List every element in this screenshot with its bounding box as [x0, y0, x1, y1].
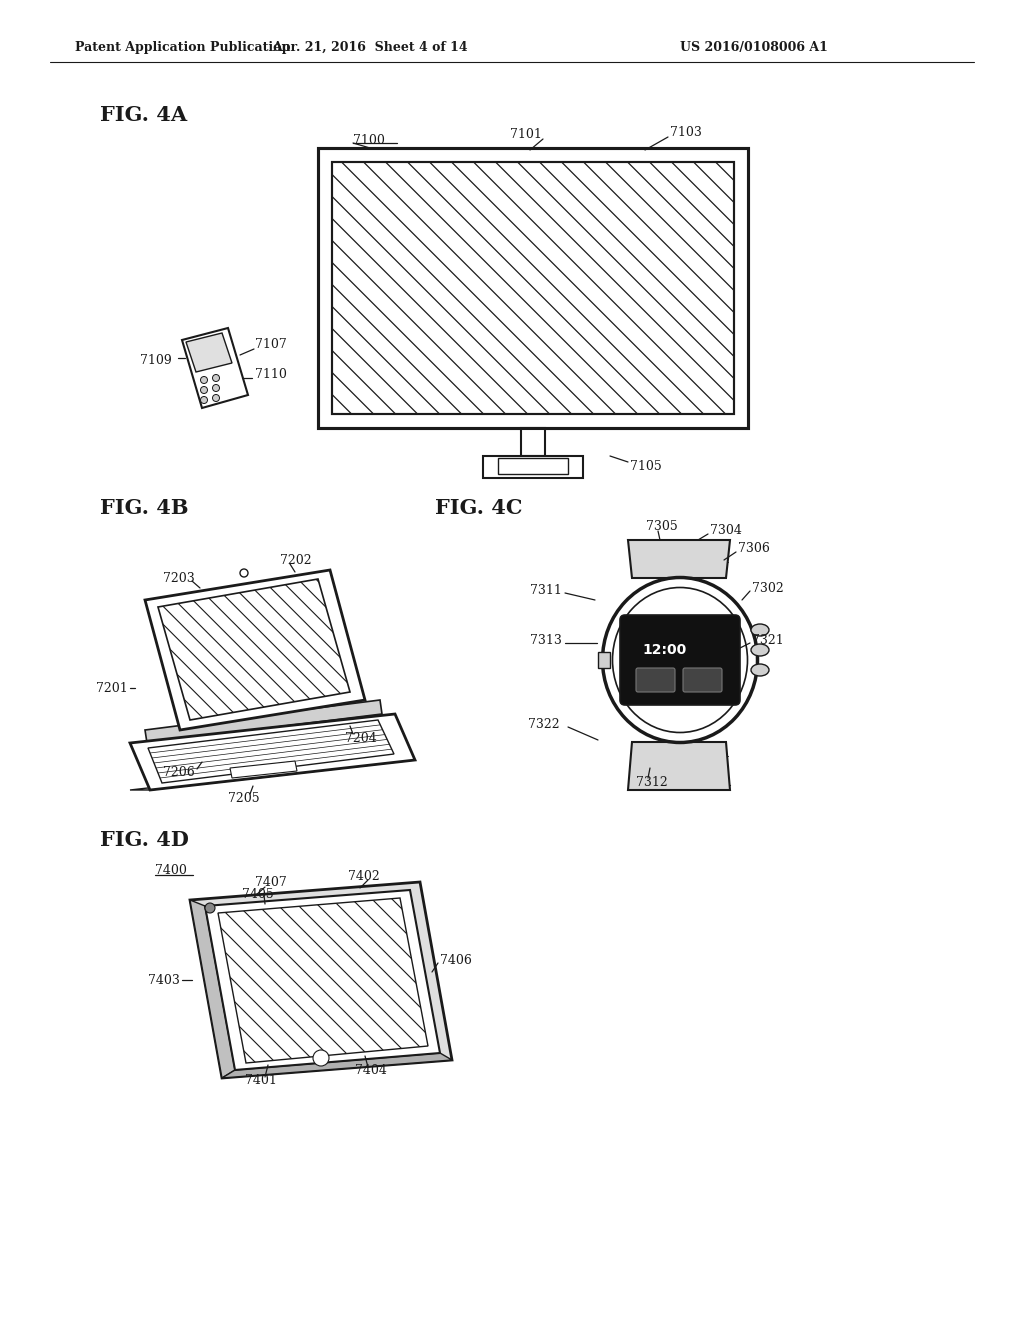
Polygon shape: [222, 1053, 452, 1078]
Text: US 2016/0108006 A1: US 2016/0108006 A1: [680, 41, 827, 54]
Circle shape: [201, 396, 208, 404]
Ellipse shape: [751, 644, 769, 656]
Text: 7105: 7105: [630, 459, 662, 473]
Bar: [318, 148, 748, 428]
Text: 7406: 7406: [440, 953, 472, 966]
Text: 7205: 7205: [228, 792, 260, 804]
Polygon shape: [130, 760, 415, 789]
Text: 7302: 7302: [752, 582, 783, 594]
Text: 7321: 7321: [752, 634, 783, 647]
Text: 7404: 7404: [355, 1064, 387, 1077]
Bar: [332, 162, 734, 414]
Circle shape: [213, 395, 219, 401]
Text: 7403: 7403: [148, 974, 180, 986]
Ellipse shape: [751, 624, 769, 636]
Text: 7401: 7401: [245, 1073, 276, 1086]
Circle shape: [313, 1049, 329, 1067]
Text: FIG. 4B: FIG. 4B: [100, 498, 188, 517]
Polygon shape: [230, 762, 297, 777]
Text: 7100: 7100: [353, 133, 385, 147]
Ellipse shape: [612, 587, 748, 733]
Circle shape: [213, 375, 219, 381]
Polygon shape: [190, 882, 452, 1078]
Circle shape: [201, 376, 208, 384]
FancyBboxPatch shape: [636, 668, 675, 692]
Text: Apr. 21, 2016  Sheet 4 of 14: Apr. 21, 2016 Sheet 4 of 14: [272, 41, 468, 54]
Text: 7110: 7110: [255, 368, 287, 381]
Text: 7407: 7407: [255, 876, 287, 890]
Text: 7322: 7322: [528, 718, 560, 730]
Circle shape: [213, 384, 219, 392]
Text: 7312: 7312: [636, 776, 668, 788]
Text: 7400: 7400: [155, 863, 186, 876]
Text: 12:00: 12:00: [643, 643, 687, 657]
Text: 7109: 7109: [140, 354, 172, 367]
Bar: [598, 652, 610, 668]
Bar: [332, 162, 734, 414]
Circle shape: [205, 903, 215, 913]
Text: FIG. 4C: FIG. 4C: [435, 498, 522, 517]
Ellipse shape: [602, 578, 758, 742]
Bar: [318, 148, 748, 428]
Text: 7107: 7107: [255, 338, 287, 351]
Text: 7305: 7305: [646, 520, 678, 533]
Polygon shape: [190, 900, 234, 1078]
FancyBboxPatch shape: [620, 615, 740, 705]
FancyBboxPatch shape: [683, 668, 722, 692]
Text: 7203: 7203: [163, 572, 195, 585]
Bar: [498, 458, 568, 474]
Text: 7313: 7313: [530, 634, 562, 647]
Text: Patent Application Publication: Patent Application Publication: [75, 41, 291, 54]
Text: 7206: 7206: [163, 766, 195, 779]
Text: 7304: 7304: [710, 524, 741, 536]
Polygon shape: [145, 700, 382, 743]
Polygon shape: [130, 714, 415, 789]
Circle shape: [240, 569, 248, 577]
Text: 7405: 7405: [242, 888, 273, 902]
Text: 7101: 7101: [510, 128, 542, 141]
Bar: [521, 428, 545, 455]
Polygon shape: [628, 742, 730, 789]
Text: 7204: 7204: [345, 731, 377, 744]
Circle shape: [201, 387, 208, 393]
Text: 7103: 7103: [670, 127, 701, 140]
Text: FIG. 4A: FIG. 4A: [100, 106, 187, 125]
Text: 7306: 7306: [738, 541, 770, 554]
Text: 7311: 7311: [530, 583, 562, 597]
Polygon shape: [628, 540, 730, 578]
Polygon shape: [148, 719, 394, 783]
Text: 7201: 7201: [96, 681, 128, 694]
Text: 7402: 7402: [348, 870, 380, 883]
Polygon shape: [145, 570, 365, 730]
Polygon shape: [182, 327, 248, 408]
Bar: [483, 455, 583, 478]
Text: FIG. 4D: FIG. 4D: [100, 830, 188, 850]
Ellipse shape: [751, 664, 769, 676]
Text: 7202: 7202: [280, 553, 311, 566]
Polygon shape: [205, 890, 440, 1071]
Polygon shape: [186, 333, 232, 372]
